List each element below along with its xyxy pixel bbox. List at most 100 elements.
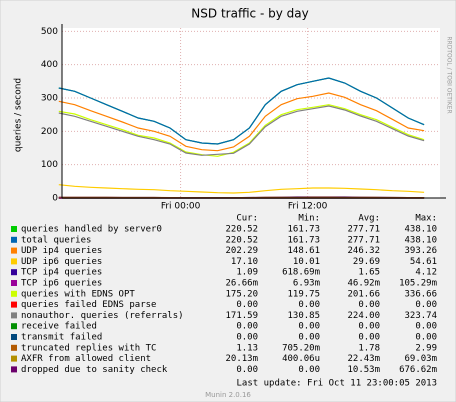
legend-stat: 705.20m <box>282 343 320 353</box>
legend-stat: 6.93m <box>293 279 320 289</box>
legend-stat: 1.09 <box>236 268 258 278</box>
legend-swatch <box>11 236 17 243</box>
legend-stat: 54.61 <box>410 257 437 267</box>
legend-label: TCP ip6 queries <box>21 279 102 289</box>
y-tick-label: 100 <box>41 160 58 170</box>
legend-stat: 220.52 <box>225 225 258 235</box>
legend-stat: 46.92m <box>347 279 380 289</box>
legend-stat: 161.73 <box>287 235 320 245</box>
legend-label: queries failed EDNS parse <box>21 300 156 310</box>
legend-header: Max: <box>415 214 437 224</box>
last-update: Last update: Fri Oct 11 23:00:05 2013 <box>237 379 437 389</box>
side-text: RRDTOOL / TOBI OETIKER <box>446 36 453 113</box>
legend-label: total queries <box>21 235 91 245</box>
legend-stat: 130.85 <box>287 311 320 321</box>
legend-stat: 0.00 <box>415 322 437 332</box>
legend-stat: 105.29m <box>399 279 437 289</box>
legend-label: dropped due to sanity check <box>21 365 168 375</box>
legend-swatch <box>11 312 17 319</box>
legend-stat: 148.61 <box>287 246 320 256</box>
legend-stat: 69.03m <box>404 354 437 364</box>
legend-stat: 400.06u <box>282 354 320 364</box>
plot-area <box>62 28 440 198</box>
legend-stat: 175.20 <box>225 289 258 299</box>
legend-stat: 1.13 <box>236 343 258 353</box>
legend-label: UDP ip4 queries <box>21 246 102 256</box>
legend-stat: 0.00 <box>236 333 258 343</box>
footer: Munin 2.0.16 <box>205 391 251 399</box>
legend-stat: 336.66 <box>404 289 437 299</box>
legend-stat: 323.74 <box>404 311 437 321</box>
legend-stat: 20.13m <box>225 354 258 364</box>
legend-swatch <box>11 334 17 340</box>
series-line <box>58 184 425 194</box>
legend-stat: 17.10 <box>231 257 258 267</box>
legend-stat: 0.00 <box>236 322 258 332</box>
legend-stat: 161.73 <box>287 225 320 235</box>
legend-swatch <box>11 355 17 362</box>
legend-stat: 0.00 <box>298 322 320 332</box>
y-tick-label: 200 <box>41 127 58 137</box>
x-tick-label: Fri 12:00 <box>288 202 328 212</box>
legend-stat: 220.52 <box>225 235 258 245</box>
legend-stat: 224.00 <box>347 311 380 321</box>
legend-swatch <box>11 344 17 351</box>
legend-label: AXFR from allowed client <box>21 354 151 364</box>
legend-stat: 393.26 <box>404 246 437 256</box>
legend-stat: 0.00 <box>236 300 258 310</box>
legend-swatch <box>11 269 17 276</box>
legend-stat: 201.66 <box>347 289 380 299</box>
legend-stat: 676.62m <box>399 365 437 375</box>
legend-stat: 438.10 <box>404 235 437 245</box>
legend-stat: 171.59 <box>225 311 258 321</box>
legend-swatch <box>11 366 17 373</box>
legend-swatch <box>11 280 17 286</box>
legend-swatch <box>11 323 17 330</box>
legend-stat: 22.43m <box>347 354 380 364</box>
legend-swatch <box>11 247 17 254</box>
legend-stat: 277.71 <box>347 225 380 235</box>
legend-stat: 277.71 <box>347 235 380 245</box>
legend-stat: 4.12 <box>415 268 437 278</box>
legend-header: Cur: <box>236 214 258 224</box>
series-line <box>58 105 425 156</box>
y-tick-label: 300 <box>41 94 58 104</box>
y-axis-label: queries / second <box>14 78 24 152</box>
legend-header: Avg: <box>358 214 380 224</box>
legend-label: receive failed <box>21 322 97 332</box>
legend-label: truncated replies with TC <box>21 343 156 353</box>
legend-stat: 0.00 <box>298 333 320 343</box>
legend-label: TCP ip4 queries <box>21 268 102 278</box>
legend-label: UDP ip6 queries <box>21 257 102 267</box>
series-line <box>58 77 425 145</box>
legend-stat: 10.53m <box>347 365 380 375</box>
legend-stat: 1.78 <box>358 343 380 353</box>
chart-title: NSD traffic - by day <box>191 7 308 21</box>
legend-label: nonauthor. queries (referrals) <box>21 311 184 321</box>
legend-label: queries with EDNS OPT <box>21 289 135 299</box>
legend-stat: 26.66m <box>225 279 258 289</box>
legend-stat: 0.00 <box>358 300 380 310</box>
legend-stat: 202.29 <box>225 246 258 256</box>
legend-stat: 618.69m <box>282 268 320 278</box>
y-tick-label: 500 <box>41 27 58 37</box>
legend-stat: 0.00 <box>298 300 320 310</box>
series-line <box>58 92 425 152</box>
legend-label: transmit failed <box>21 333 102 343</box>
y-tick-label: 400 <box>41 60 58 70</box>
legend-stat: 29.69 <box>353 257 380 267</box>
legend-stat: 438.10 <box>404 225 437 235</box>
y-tick-label: 0 <box>52 194 58 204</box>
legend-stat: 0.00 <box>415 300 437 310</box>
legend-stat: 2.99 <box>415 343 437 353</box>
legend-swatch <box>11 301 17 308</box>
legend-header: Min: <box>298 214 320 224</box>
series-line <box>58 104 425 157</box>
legend-stat: 0.00 <box>358 333 380 343</box>
legend-label: queries handled by server0 <box>21 225 162 235</box>
legend-stat: 246.32 <box>347 246 380 256</box>
legend-stat: 10.01 <box>293 257 320 267</box>
legend-swatch <box>11 258 17 265</box>
legend-swatch <box>11 226 17 232</box>
